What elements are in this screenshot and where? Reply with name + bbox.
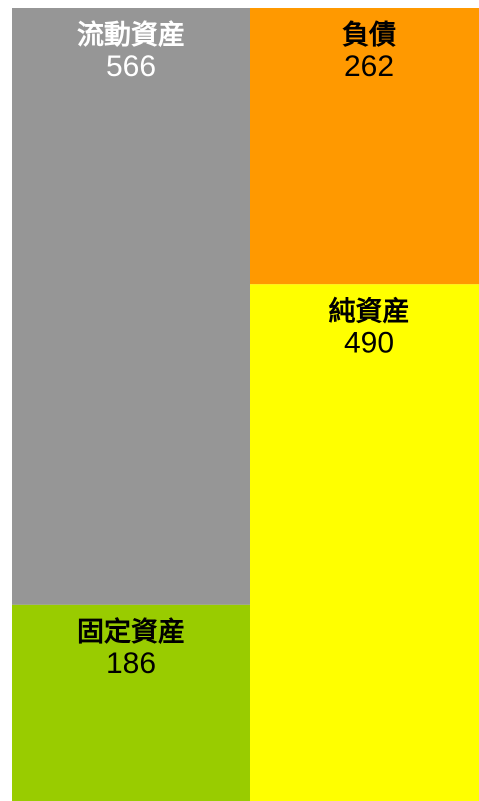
block-label: 流動資産 (77, 19, 185, 50)
block-assets-0 (12, 8, 250, 605)
block-label: 負債 (342, 20, 396, 50)
block-label: 固定資産 (77, 616, 185, 647)
block-value: 566 (106, 50, 156, 83)
block-assets-1 (12, 604, 250, 801)
block-liabilities_equity-0 (250, 8, 479, 285)
block-value: 262 (344, 50, 394, 83)
block-value: 186 (106, 647, 156, 680)
block-label: 純資産 (329, 295, 410, 326)
block-value: 490 (344, 326, 394, 359)
block-liabilities_equity-1 (250, 284, 479, 801)
